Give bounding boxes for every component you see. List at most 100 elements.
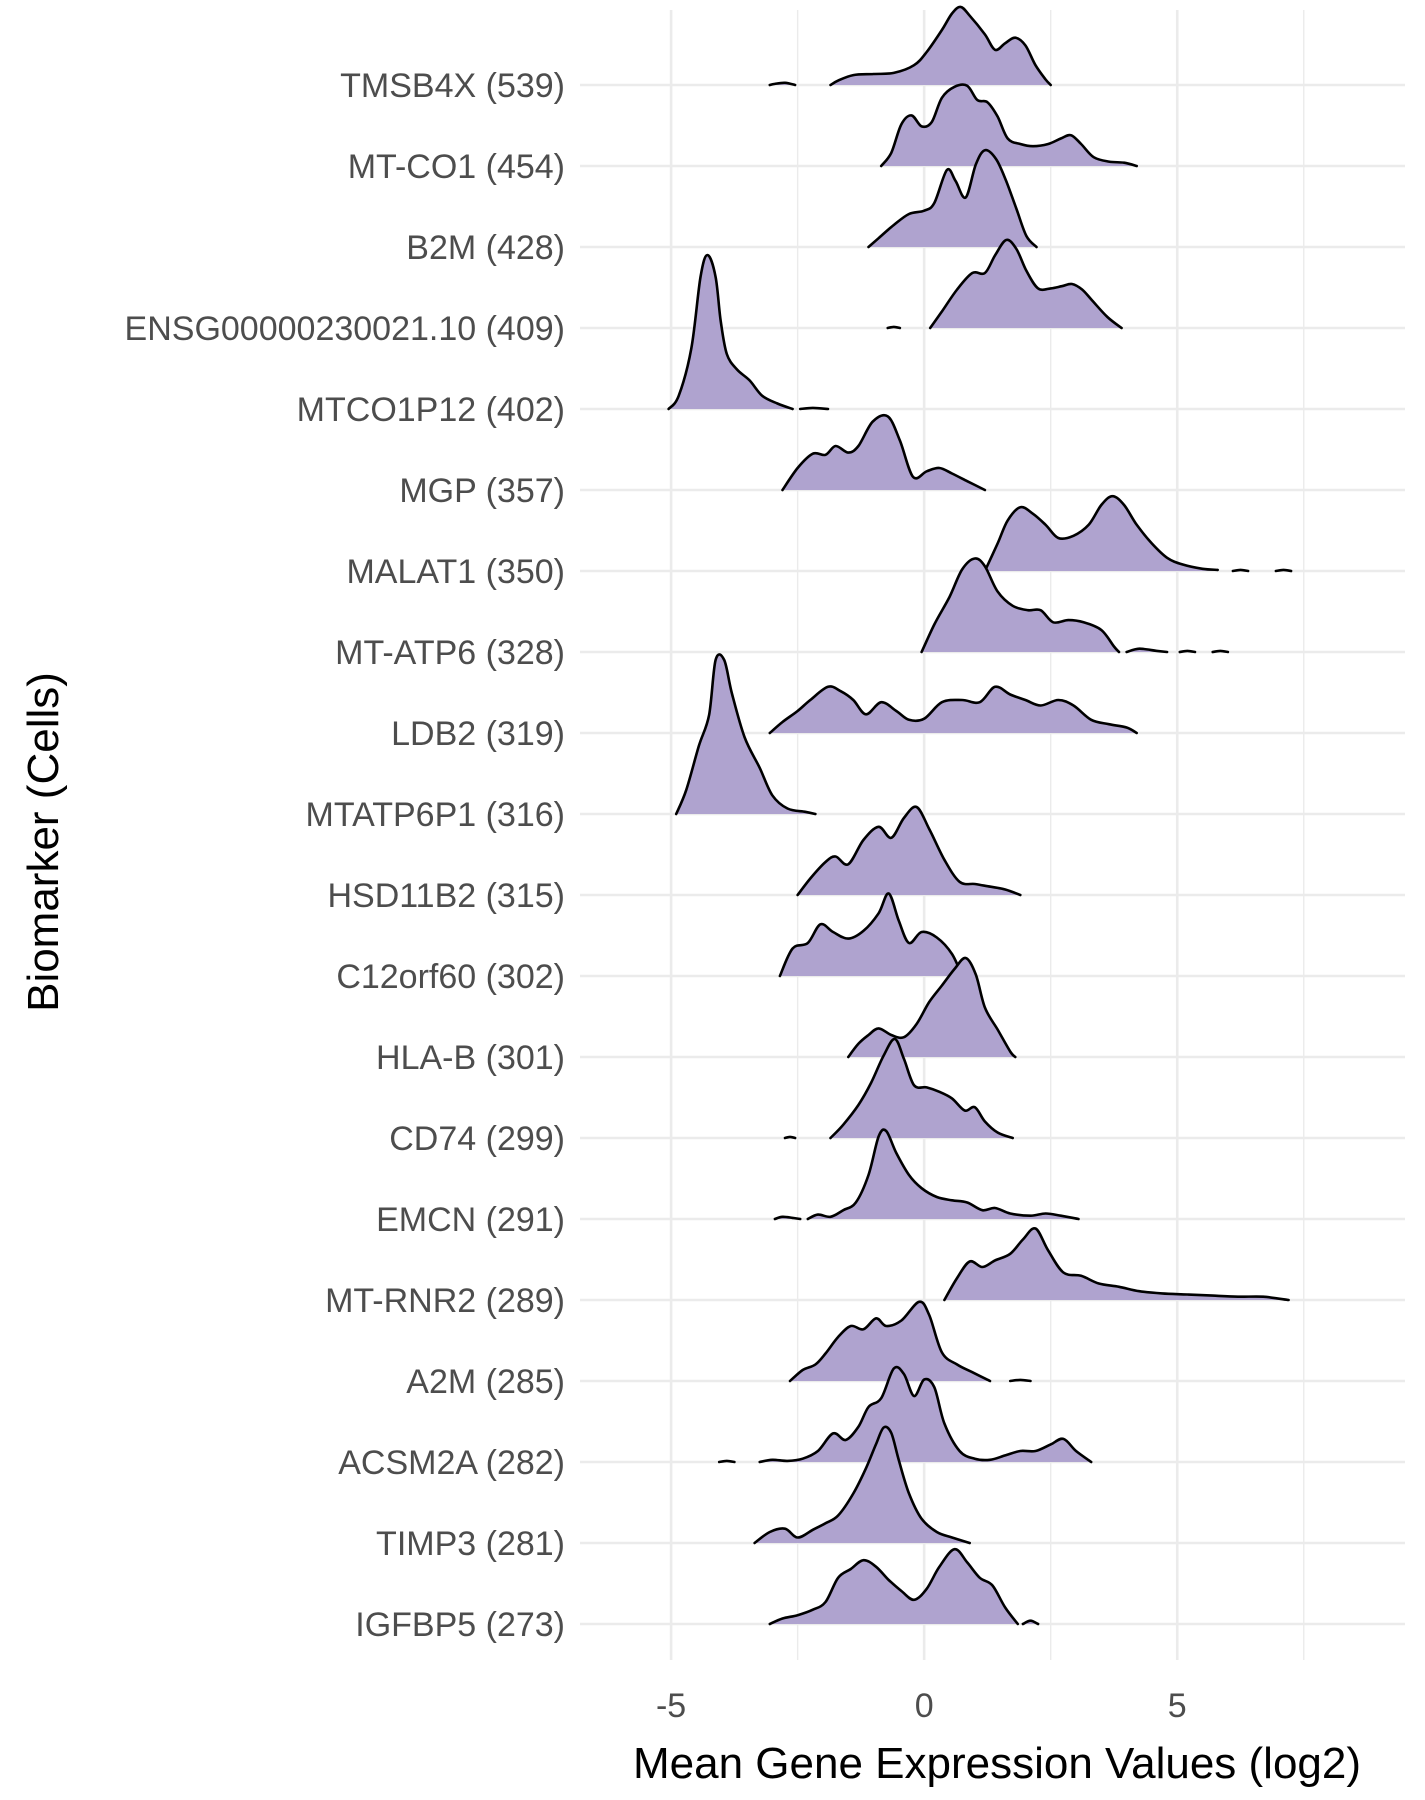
- ridge-fill: [921, 558, 1119, 652]
- ridge-outline: [867, 148, 1038, 249]
- ridge-layer: [667, 5, 1293, 1626]
- y-tick-label: MT-CO1 (454): [348, 148, 565, 186]
- ridge-outline: [943, 1226, 1290, 1302]
- ridge-17: [788, 1300, 1032, 1383]
- ridge-outline: [778, 892, 964, 978]
- y-tick-label: CD74 (299): [389, 1120, 565, 1158]
- y-tick-label: IGFBP5 (273): [355, 1606, 565, 1644]
- ridge-outline: [796, 805, 1022, 897]
- ridge-5: [667, 253, 830, 411]
- ridge-3: [867, 148, 1038, 249]
- ridge-outline: [717, 1459, 736, 1464]
- ridge-outline: [983, 494, 1219, 573]
- ridge-outline: [847, 956, 1017, 1059]
- ridge-fill: [668, 255, 793, 409]
- x-tick-label: 5: [1168, 1687, 1187, 1725]
- y-tick-label: ACSM2A (282): [338, 1444, 565, 1482]
- y-tick-label: MT-RNR2 (289): [325, 1282, 565, 1320]
- y-tick-labels: TMSB4X (539) MT-CO1 (454) B2M (428) ENSG000…: [125, 67, 565, 1644]
- ridge-outline: [806, 1128, 1080, 1221]
- y-tick-label: TMSB4X (539): [340, 67, 565, 105]
- ridge-outline: [1178, 649, 1197, 654]
- ridge-14: [783, 1037, 1014, 1140]
- ridge-outline: [1211, 649, 1230, 654]
- ridge-fill: [797, 806, 1021, 895]
- y-tick-label: HSD11B2 (315): [328, 877, 566, 915]
- ridge-outline: [768, 1547, 1020, 1626]
- ridge-fill: [807, 1129, 1079, 1219]
- y-tick-label: MTATP6P1 (316): [306, 796, 565, 834]
- y-tick-label: A2M (285): [406, 1363, 565, 1401]
- y-tick-label: MALAT1 (350): [346, 553, 565, 591]
- ridge-11: [796, 805, 1022, 897]
- ridge-outline: [788, 1300, 992, 1383]
- ridge-outline: [920, 557, 1121, 654]
- x-tick-label: 0: [915, 1687, 934, 1725]
- y-tick-label: MT-ATP6 (328): [335, 634, 565, 672]
- ridge-13: [847, 956, 1017, 1059]
- ridge-fill: [944, 1228, 1289, 1300]
- ridge-4: [886, 238, 1123, 330]
- y-tick-label: MTCO1P12 (402): [297, 391, 565, 429]
- ridge-fill: [676, 654, 816, 814]
- ridge-fill: [779, 893, 963, 976]
- ridge-outline: [798, 406, 830, 411]
- ridge-outline: [879, 83, 1138, 168]
- ridge-outline: [1274, 568, 1293, 573]
- ridge-15: [773, 1128, 1080, 1221]
- y-tick-label: EMCN (291): [376, 1201, 565, 1239]
- ridge-8: [920, 557, 1230, 654]
- ridge-10: [674, 653, 817, 816]
- y-tick-label: MGP (357): [399, 472, 565, 510]
- ridge-fill: [830, 6, 1051, 85]
- ridge-outline: [886, 325, 902, 330]
- ridge-fill: [754, 1426, 970, 1543]
- x-axis-title: Mean Gene Expression Values (log2): [633, 1739, 1361, 1788]
- ridge-outline: [667, 253, 794, 411]
- ridge-outline: [768, 685, 1138, 735]
- ridge-outline: [1125, 647, 1169, 654]
- ridge-outline: [781, 413, 987, 492]
- y-tick-label: ENSG00000230021.10 (409): [125, 310, 565, 348]
- ridge-outline: [783, 1135, 797, 1140]
- ridge-2: [879, 83, 1138, 168]
- x-tick-labels: -5 0 5: [656, 1687, 1187, 1725]
- ridge-6: [781, 413, 987, 492]
- ridge-fill: [759, 1367, 1092, 1462]
- ridge-18: [717, 1365, 1093, 1464]
- ridge-9: [768, 685, 1138, 735]
- ridge-outline: [758, 1365, 1093, 1464]
- ridge-7: [983, 494, 1293, 573]
- ridge-outline: [829, 5, 1052, 87]
- ridge-fill: [769, 1549, 1018, 1624]
- ridge-outline: [1008, 1378, 1032, 1383]
- ridge-fill: [790, 1301, 990, 1381]
- ridge-1: [768, 5, 1052, 87]
- ridge-outline: [1231, 568, 1250, 573]
- y-axis-title: Biomarker (Cells): [19, 672, 68, 1012]
- ridge-19: [753, 1425, 971, 1545]
- ridge-fill: [930, 239, 1122, 328]
- ridge-20: [768, 1547, 1040, 1626]
- ridge-fill: [769, 686, 1137, 733]
- x-tick-label: -5: [656, 1687, 686, 1725]
- ridge-16: [943, 1226, 1290, 1302]
- ridge-fill: [881, 84, 1137, 166]
- ridge-outline: [674, 653, 817, 816]
- y-tick-label: C12orf60 (302): [336, 958, 565, 996]
- ridge-outline: [928, 238, 1123, 330]
- y-tick-label: B2M (428): [406, 229, 565, 267]
- ridge-outline: [753, 1425, 971, 1545]
- y-tick-label: HLA-B (301): [376, 1039, 565, 1077]
- ridge-fill: [868, 150, 1037, 247]
- ridge-fill: [782, 415, 985, 490]
- ridge-12: [778, 892, 964, 978]
- ridge-outline: [768, 81, 797, 87]
- ridge-fill: [848, 957, 1016, 1057]
- y-tick-label: LDB2 (319): [391, 715, 565, 753]
- ridge-outline: [829, 1037, 1014, 1140]
- ridge-outline: [1021, 1619, 1040, 1626]
- y-tick-label: TIMP3 (281): [376, 1525, 565, 1563]
- ridge-outline: [773, 1215, 802, 1221]
